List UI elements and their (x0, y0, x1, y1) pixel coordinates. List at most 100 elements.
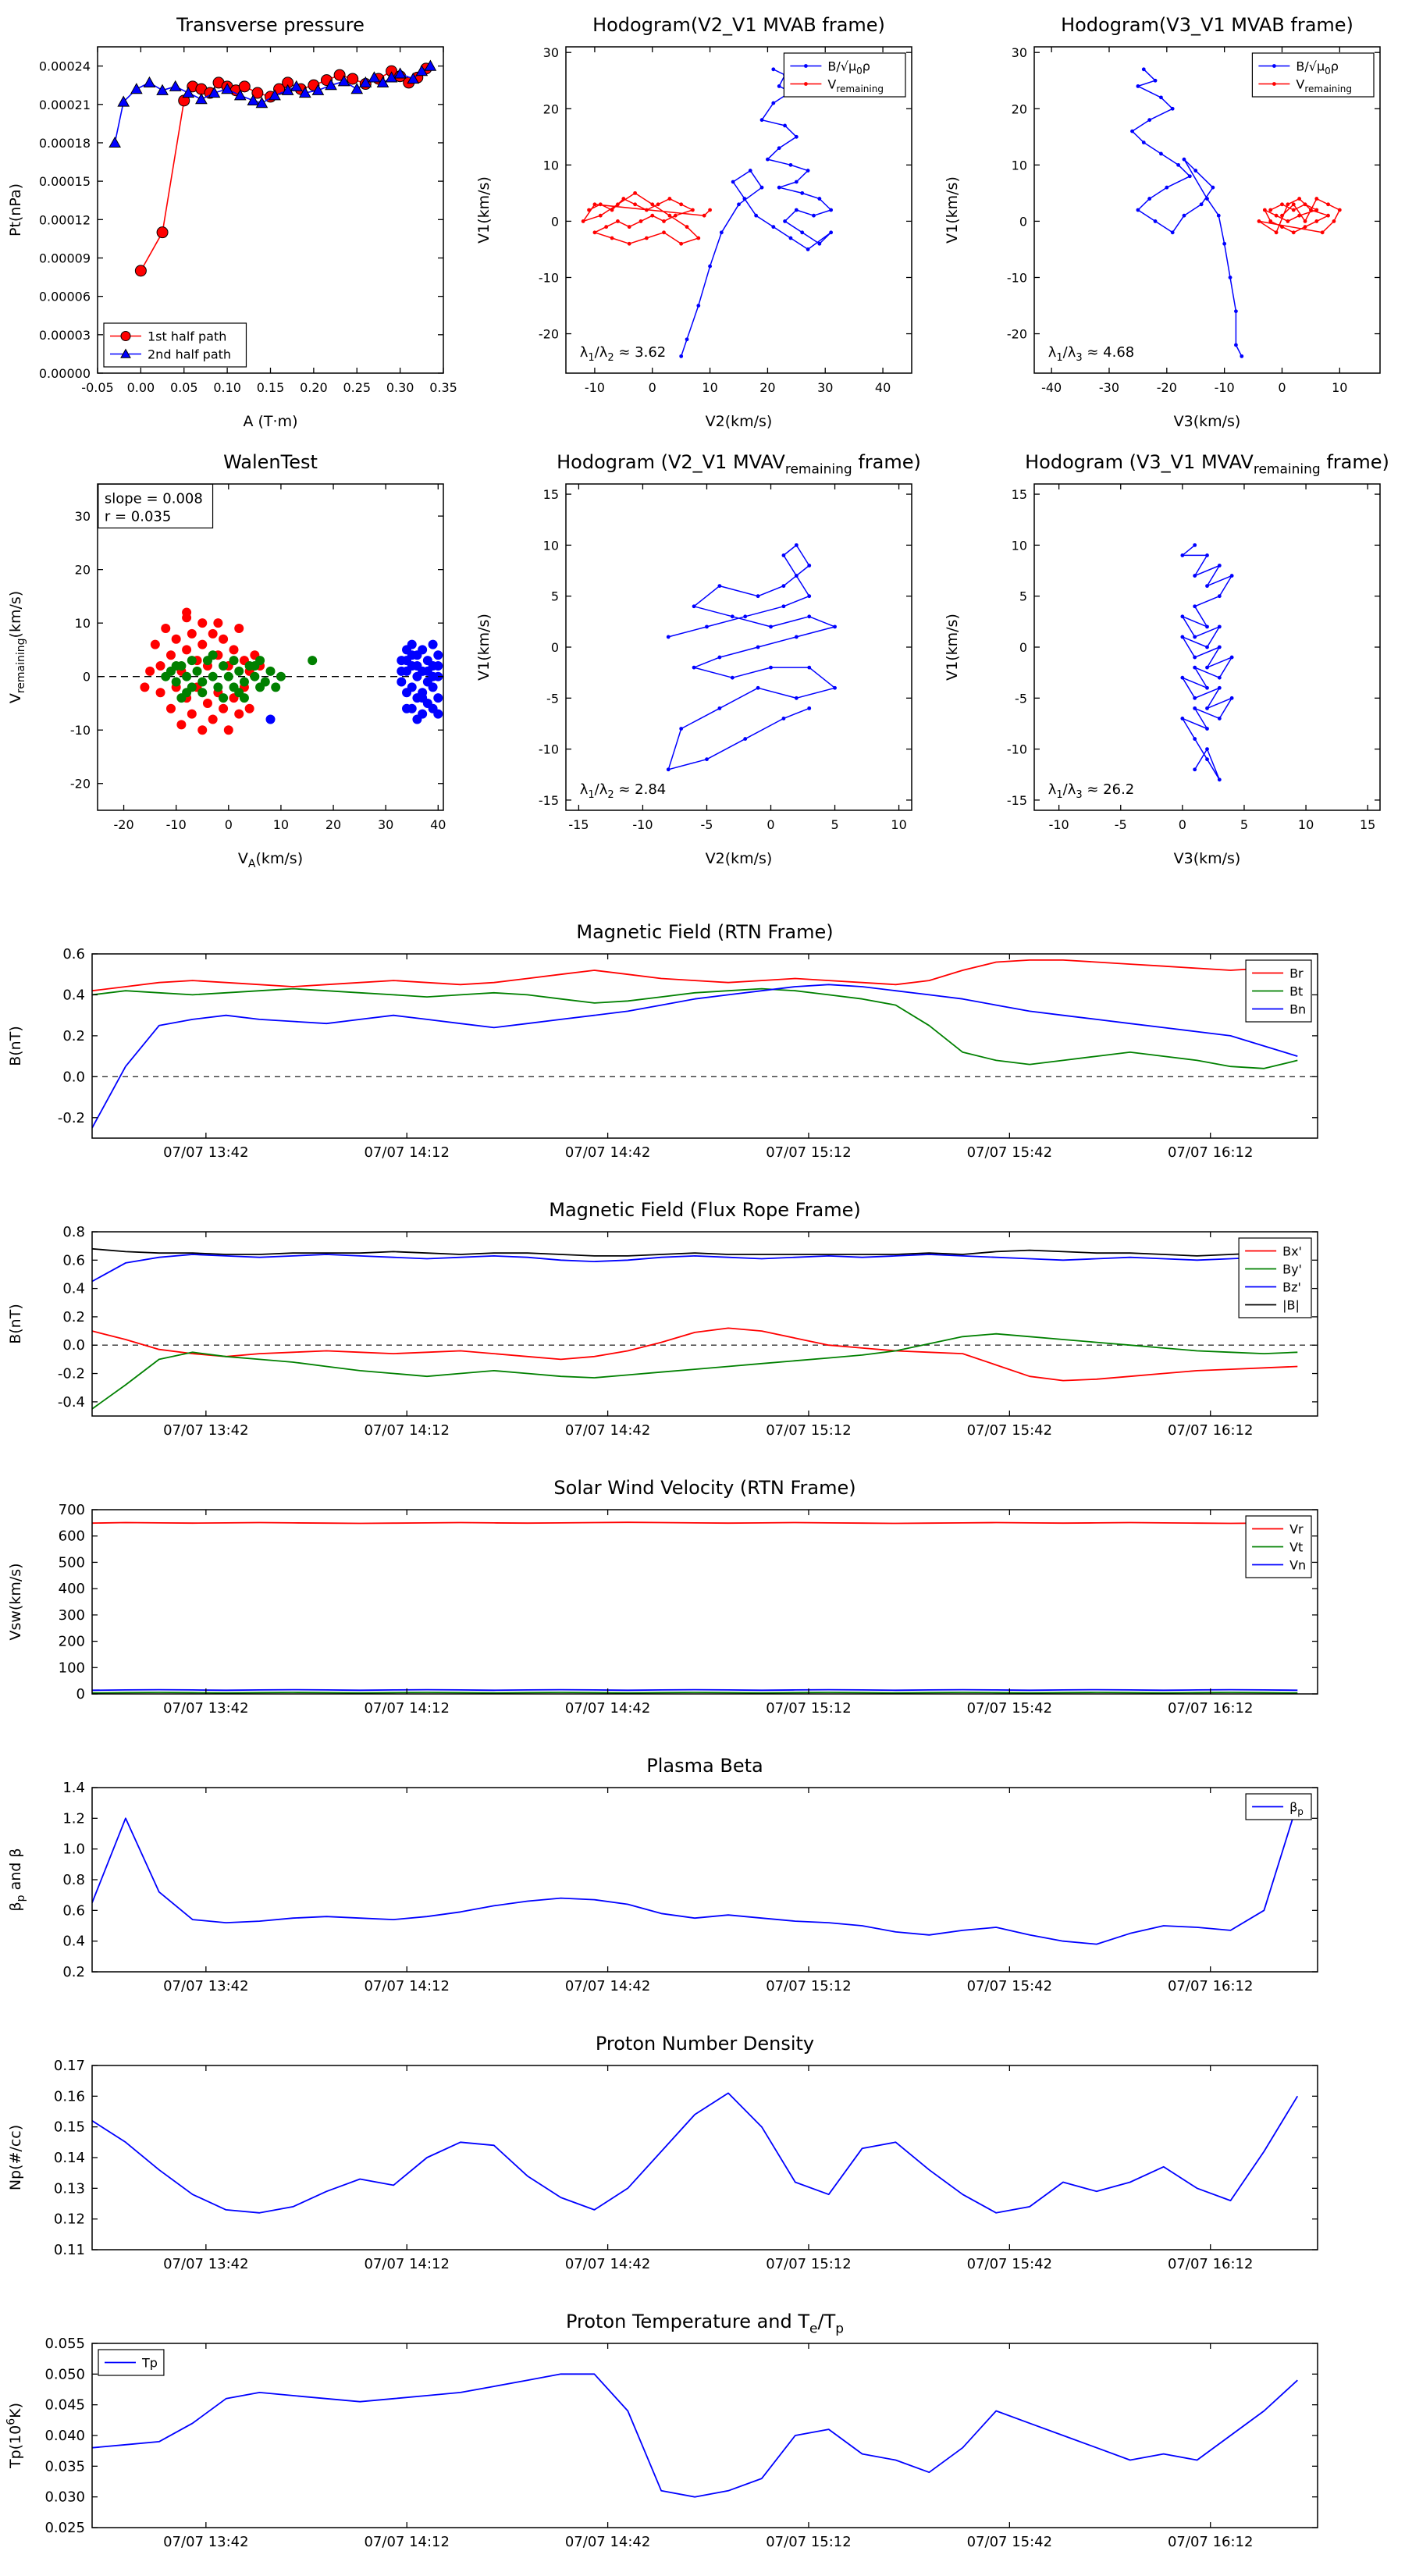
legend-entry-label: 2nd half path (148, 347, 231, 362)
point-marker (197, 618, 208, 628)
point-marker (1176, 162, 1180, 167)
point-marker (1205, 624, 1209, 629)
proton-number-density-xtick-label: 07/07 15:42 (967, 2256, 1052, 2272)
point-marker (1297, 197, 1302, 201)
point-marker (756, 645, 760, 649)
point-marker (433, 660, 443, 671)
point-marker (234, 666, 244, 676)
hodogram-v3v1-mvav-xlabel: V3(km/s) (1174, 850, 1241, 867)
point-marker (662, 219, 666, 223)
point-marker (731, 180, 735, 184)
annotation-text: λ1/λ3 ≈ 4.68 (1048, 344, 1135, 364)
magnetic-field-rtn-ytick-label: 0.0 (62, 1069, 85, 1085)
transverse-pressure-xtick-label: -0.05 (81, 380, 113, 395)
point-marker (812, 213, 816, 218)
point-marker (679, 354, 684, 358)
hodogram-v2v1-mvab-xtick-label: 20 (759, 380, 775, 395)
magnetic-field-fluxrope-series-b-mag (92, 1247, 1298, 1257)
point-marker (1280, 202, 1284, 207)
point-marker (176, 720, 187, 730)
triangle-marker (182, 86, 195, 98)
legend-entry-label: Vn (1289, 1558, 1306, 1573)
point-marker (397, 666, 407, 676)
solar-wind-velocity-xtick-label: 07/07 15:12 (766, 1700, 851, 1717)
hodogram-v2v1-mvab-ytick-label: -20 (539, 327, 559, 342)
point-marker (1153, 78, 1158, 83)
hodogram-v3v1-mvab-xtick-label: 0 (1278, 380, 1286, 395)
hodogram-v2v1-mvav-xlabel: V2(km/s) (706, 850, 773, 867)
solar-wind-velocity-ytick-label: 100 (59, 1660, 85, 1676)
walen-test-ytick-label: -20 (70, 777, 91, 792)
triangle-marker (195, 93, 208, 105)
chart-hodogram-v2v1-mvab: -10 0 10 20 30 40 -20 -10 0 10 20 30 Hodogram(V2_V1 … (468, 0, 937, 437)
magnetic-field-fluxrope-xtick-label: 07/07 15:42 (967, 1422, 1052, 1439)
magnetic-field-rtn-xtick-label: 07/07 14:42 (565, 1144, 650, 1161)
hodogram-v3v1-mvav-plot-area (1180, 543, 1234, 782)
proton-number-density-series-np (92, 2092, 1299, 2214)
point-marker (804, 64, 808, 68)
panel-hodogram-v3v1-mvab: -40 -30 -20 -10 0 10 -20 -10 0 10 20 30 Hodogram(V3_… (937, 0, 1405, 437)
point-marker (1228, 276, 1232, 279)
walen-test-ylabel: Vremaining(km/s) (7, 591, 27, 703)
point-marker (1291, 208, 1296, 212)
legend-entry-label: Bt (1289, 984, 1303, 999)
point-marker (1182, 157, 1186, 162)
point-marker (806, 169, 810, 173)
annotation-text: λ1/λ2 ≈ 2.84 (580, 781, 667, 801)
walen-test-xtick-label: 40 (430, 817, 446, 832)
magnetic-field-rtn-axes-frame (91, 953, 1318, 1139)
point-marker (1314, 208, 1319, 212)
point-marker (1193, 767, 1197, 772)
hodogram-v2v1-mvav-xtick-label: -5 (701, 817, 713, 832)
hodogram-v2v1-mvab-series-v-remaining (581, 190, 712, 246)
magnetic-field-rtn-title: Magnetic Field (RTN Frame) (576, 921, 833, 943)
point-marker (717, 655, 722, 660)
solar-wind-velocity-series-vn (92, 1688, 1298, 1692)
proton-temperature-xtick-label: 07/07 16:12 (1168, 2534, 1253, 2550)
legend-box (783, 52, 906, 98)
point-marker (759, 185, 764, 190)
point-marker (1193, 706, 1197, 710)
point-marker (638, 219, 643, 223)
magnetic-field-rtn-series-bt (92, 987, 1298, 1069)
point-marker (667, 213, 672, 218)
proton-number-density-xtick-label: 07/07 16:12 (1168, 2256, 1253, 2272)
point-marker (756, 685, 760, 690)
triangle-marker (233, 89, 247, 101)
point-marker (1180, 614, 1185, 619)
point-marker (187, 656, 197, 666)
point-marker (1193, 604, 1197, 609)
point-marker (407, 682, 417, 692)
point-marker (1153, 219, 1158, 223)
point-marker (817, 241, 822, 246)
hodogram-v2v1-mvav-xtick-label: 0 (767, 817, 774, 832)
point-marker (587, 208, 591, 212)
point-marker (1262, 208, 1267, 212)
hodogram-v3v1-mvab-ytick-label: 0 (1019, 214, 1027, 229)
point-marker (581, 219, 585, 223)
legend-entry-label: Bn (1289, 1002, 1306, 1017)
point-marker (271, 682, 281, 692)
solar-wind-velocity-ylabel: Vsw(km/s) (7, 1563, 24, 1640)
proton-number-density-xtick-label: 07/07 14:42 (565, 2256, 650, 2272)
plasma-beta-ylabel: βp and β (7, 1848, 27, 1912)
walen-test-ytick-label: 30 (75, 509, 91, 524)
triangle-marker (269, 89, 281, 101)
point-marker (1199, 202, 1204, 207)
triangle-marker (120, 348, 131, 358)
point-marker (1205, 706, 1209, 710)
point-marker (197, 677, 208, 687)
point-marker (807, 614, 812, 619)
magnetic-field-fluxrope-ytick-label: 0.6 (62, 1252, 85, 1268)
point-marker (1147, 118, 1152, 123)
point-marker (1217, 675, 1222, 680)
point-marker (234, 624, 244, 634)
hodogram-v3v1-mvab-xtick-label: -10 (1215, 380, 1235, 395)
hodogram-v2v1-mvav-ytick-label: 0 (551, 640, 559, 655)
hodogram-v3v1-mvab-ylabel: V1(km/s) (944, 176, 961, 244)
point-marker (347, 73, 359, 85)
hodogram-v3v1-mvav-xtick-label: 5 (1240, 817, 1248, 832)
transverse-pressure-xtick-label: 0.15 (257, 380, 285, 395)
